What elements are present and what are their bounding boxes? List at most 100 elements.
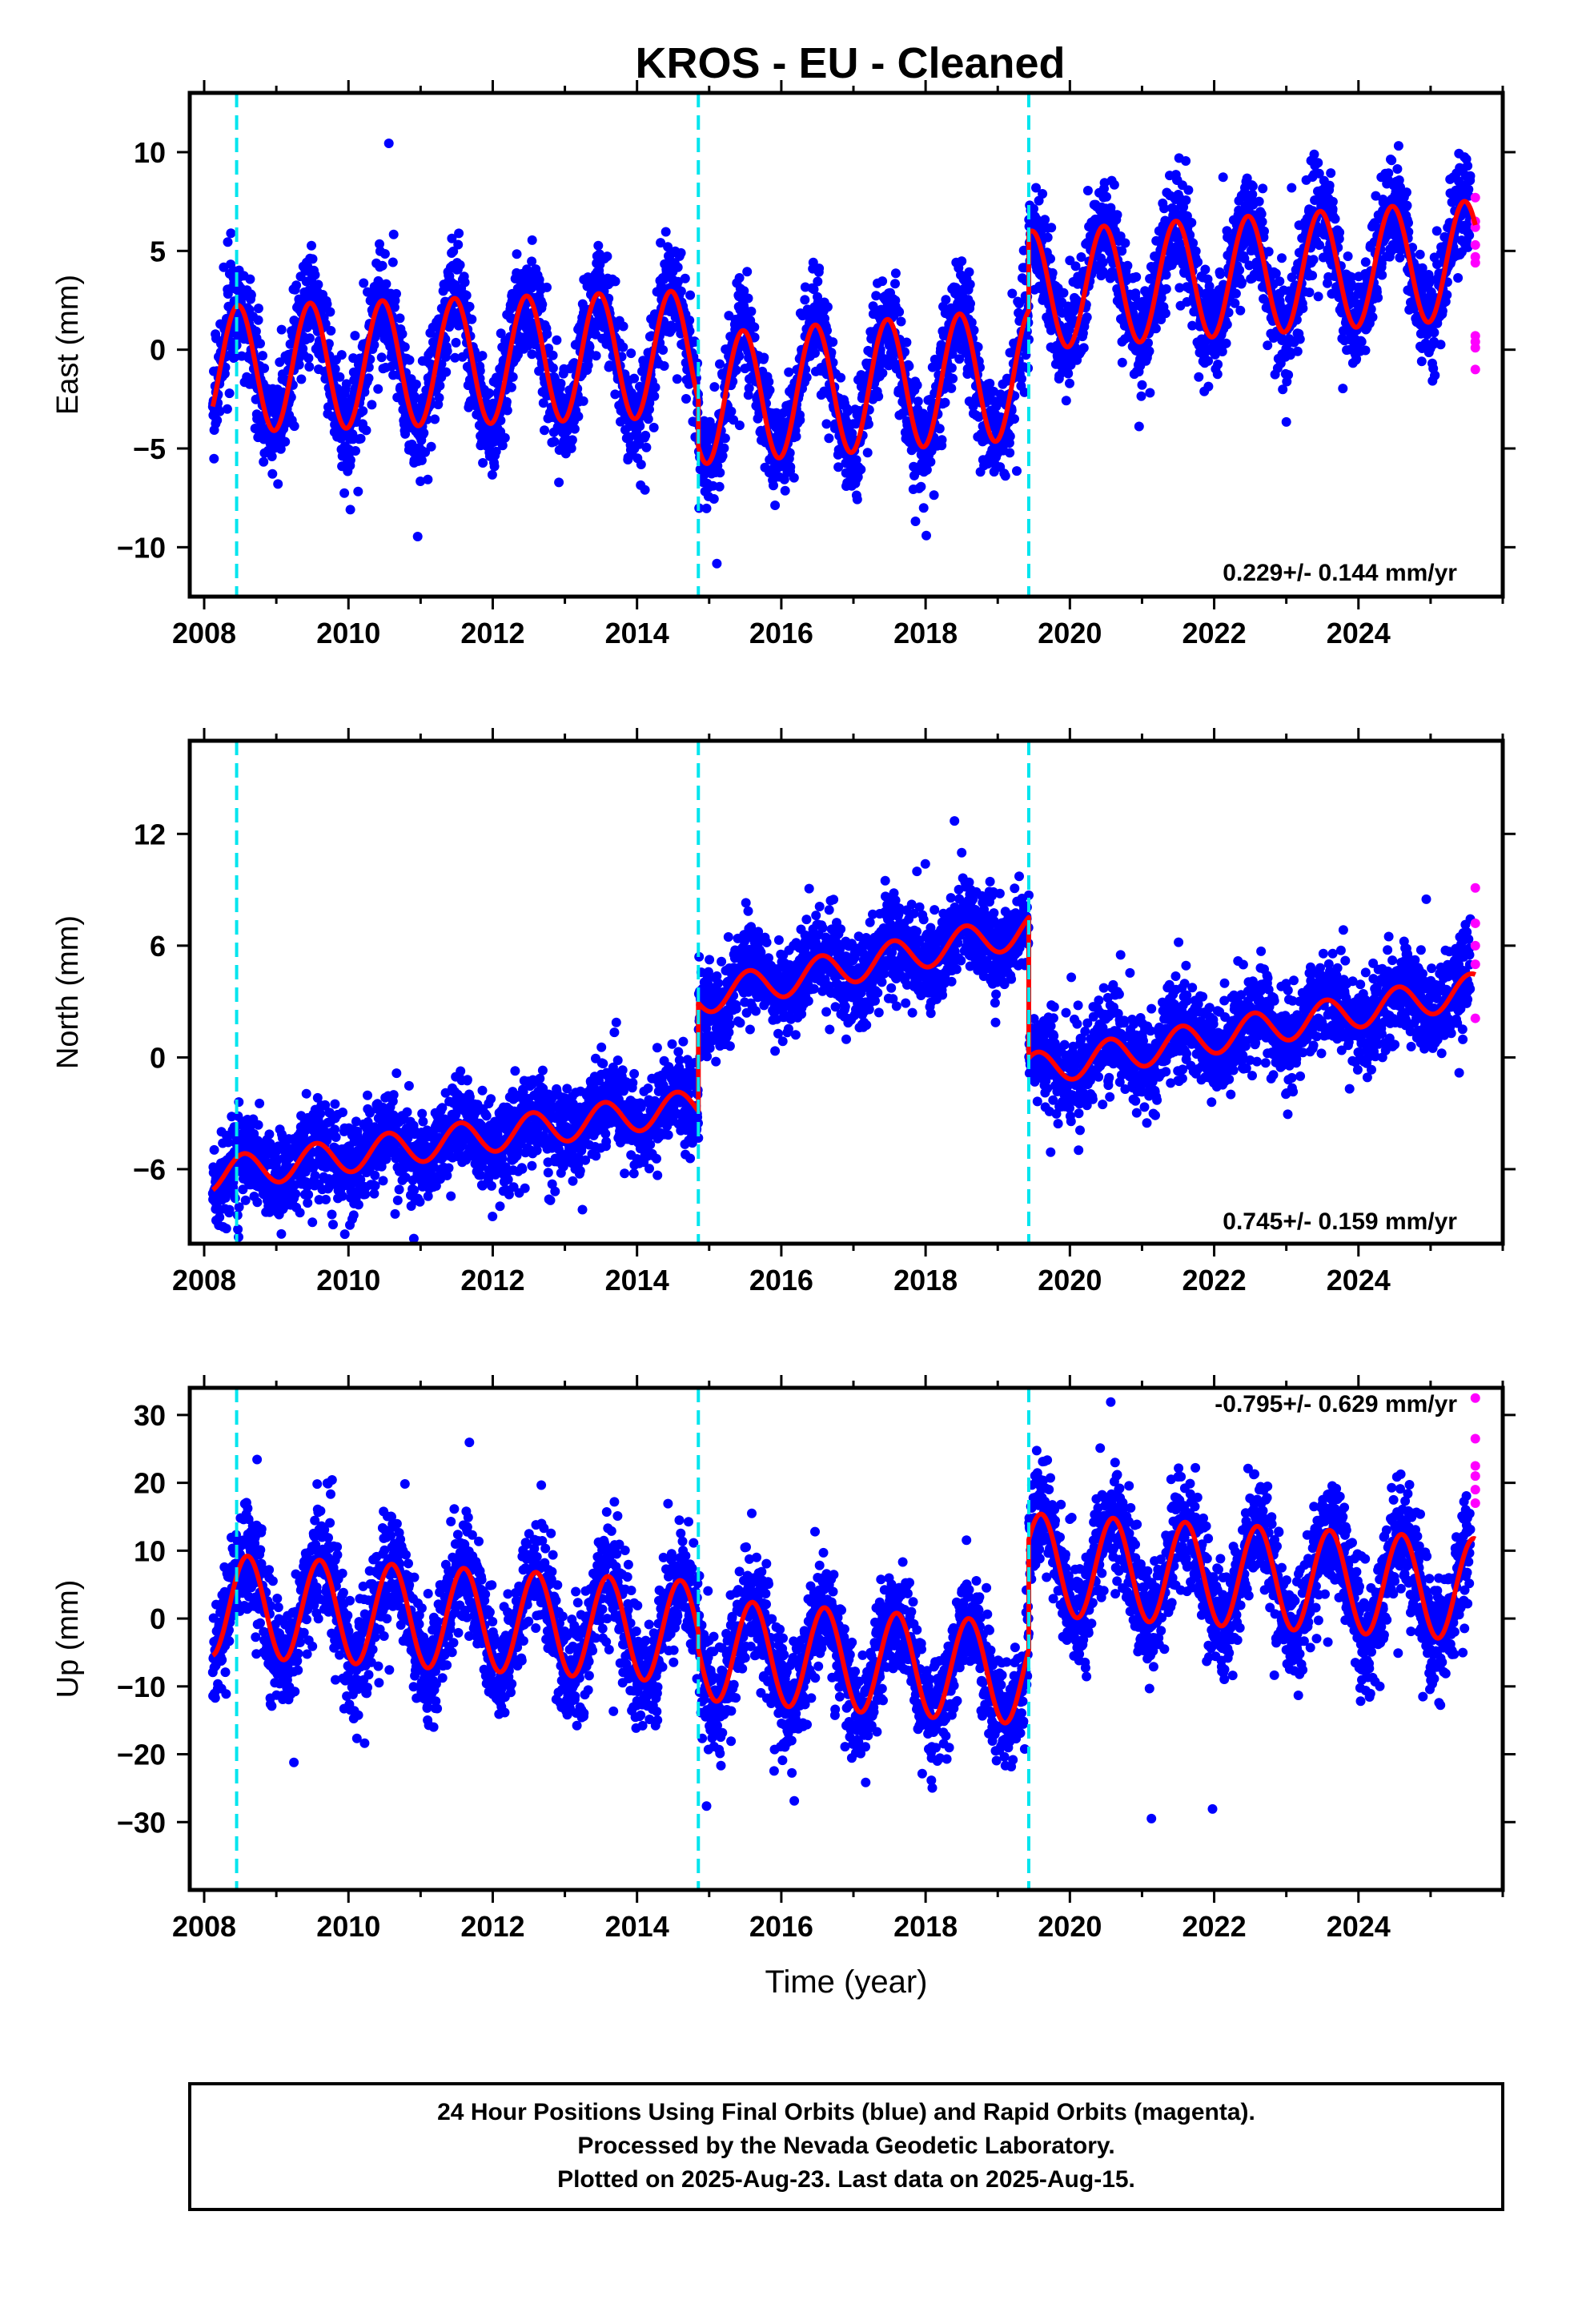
data-point xyxy=(1005,448,1015,458)
data-point xyxy=(1387,155,1397,166)
data-point xyxy=(593,240,604,251)
data-point xyxy=(477,351,488,361)
data-point xyxy=(913,396,923,407)
data-point xyxy=(877,276,888,287)
data-point xyxy=(658,345,669,355)
data-point xyxy=(1218,172,1228,183)
data-point xyxy=(416,455,427,465)
data-point xyxy=(1402,200,1412,211)
data-point xyxy=(552,335,562,345)
x-tick-label: 2012 xyxy=(460,617,524,649)
data-point xyxy=(873,392,884,401)
data-point xyxy=(359,278,369,288)
data-point xyxy=(746,306,757,316)
data-point xyxy=(345,455,355,465)
data-point xyxy=(419,428,429,438)
data-point xyxy=(1367,312,1378,322)
data-point xyxy=(1277,253,1287,263)
data-point xyxy=(904,361,914,372)
data-point xyxy=(435,380,445,391)
data-point xyxy=(926,456,936,467)
data-point xyxy=(1313,158,1323,168)
data-point xyxy=(1431,226,1442,236)
data-point xyxy=(397,329,408,339)
data-point xyxy=(1235,305,1246,316)
data-point xyxy=(1415,249,1425,259)
data-point xyxy=(1463,161,1473,171)
data-point xyxy=(1464,230,1475,240)
x-tick-label: 2018 xyxy=(893,617,958,649)
data-point xyxy=(635,421,645,431)
data-point xyxy=(1010,414,1019,424)
data-point xyxy=(496,328,506,339)
data-point xyxy=(450,352,460,363)
data-point xyxy=(936,340,946,350)
x-tick-label: 2008 xyxy=(172,617,236,649)
data-point xyxy=(921,530,931,541)
data-point xyxy=(367,400,377,410)
data-point xyxy=(1298,304,1308,313)
x-tick-label: 2024 xyxy=(1327,617,1391,649)
data-point xyxy=(460,277,470,287)
data-point xyxy=(672,374,682,384)
data-point xyxy=(226,228,236,239)
data-point xyxy=(1315,240,1325,251)
data-point xyxy=(395,313,405,324)
data-point xyxy=(544,344,554,353)
data-point xyxy=(1442,290,1452,300)
data-point xyxy=(1063,368,1074,379)
data-point xyxy=(1102,191,1111,202)
data-point xyxy=(489,461,500,472)
data-point xyxy=(341,379,351,389)
data-point xyxy=(296,374,307,384)
data-point xyxy=(643,414,653,424)
data-point xyxy=(1343,251,1353,261)
data-point xyxy=(717,451,728,461)
data-point xyxy=(765,385,775,396)
data-point xyxy=(1360,345,1371,356)
data-point xyxy=(369,340,379,350)
rapid-point xyxy=(1470,343,1480,353)
data-point xyxy=(964,267,974,277)
data-point xyxy=(1136,391,1146,401)
data-point xyxy=(1263,247,1274,257)
data-point xyxy=(918,503,929,513)
data-point xyxy=(714,481,725,492)
data-point xyxy=(307,254,318,264)
data-point xyxy=(345,505,355,515)
data-point xyxy=(726,406,737,416)
data-point xyxy=(325,307,335,317)
data-point xyxy=(276,324,287,335)
data-point xyxy=(1212,369,1223,380)
data-point xyxy=(1144,346,1154,356)
data-point xyxy=(813,276,823,287)
data-point xyxy=(379,249,390,259)
data-point xyxy=(548,363,558,373)
data-point xyxy=(1258,183,1268,194)
data-point xyxy=(569,358,580,368)
data-point xyxy=(451,337,461,348)
data-point xyxy=(527,256,537,267)
data-point xyxy=(583,360,593,371)
data-point xyxy=(1131,271,1142,282)
data-point xyxy=(1117,357,1127,368)
data-point xyxy=(442,346,452,356)
data-point xyxy=(441,367,452,377)
data-point xyxy=(789,472,799,483)
data-point xyxy=(663,242,673,252)
data-point xyxy=(1275,276,1285,287)
data-point xyxy=(946,363,957,373)
data-point xyxy=(800,295,810,305)
north-panel: 2008 2010 2012 2014 2016 2018 2020 2022 2024−606… xyxy=(51,728,1516,1297)
data-point xyxy=(676,286,686,296)
data-point xyxy=(650,382,661,392)
data-point xyxy=(376,352,387,363)
data-point xyxy=(1360,257,1371,267)
data-point xyxy=(540,425,549,436)
data-point xyxy=(636,460,646,469)
data-point xyxy=(527,235,537,245)
data-point xyxy=(720,433,730,444)
data-point xyxy=(423,474,433,485)
data-point xyxy=(1237,277,1247,287)
data-point xyxy=(1046,223,1057,233)
